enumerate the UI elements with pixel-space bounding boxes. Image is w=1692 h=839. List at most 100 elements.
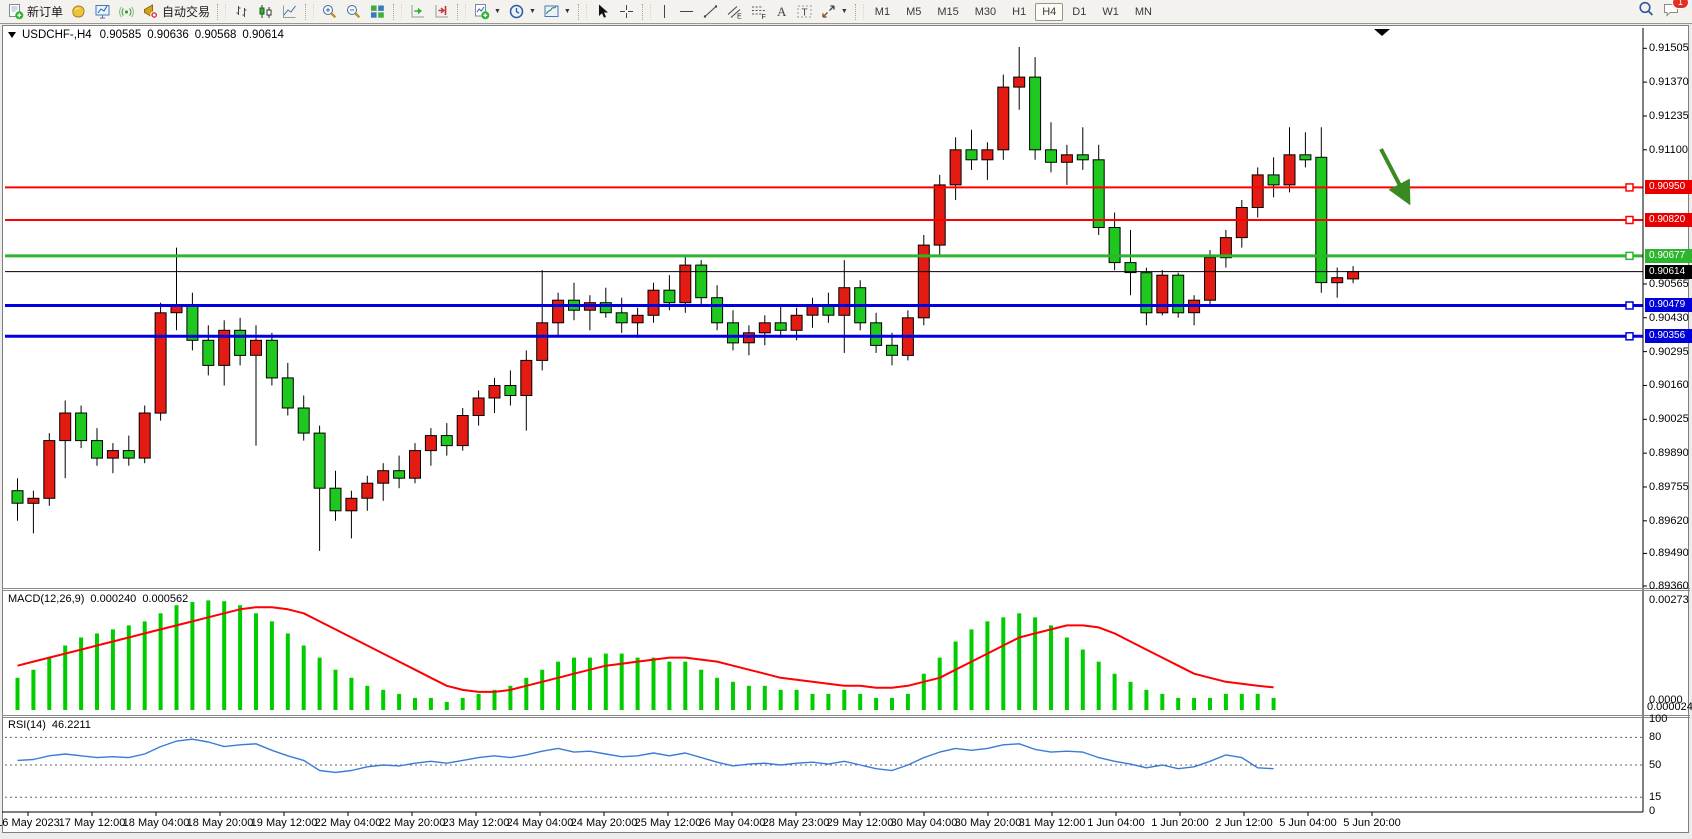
chat-button[interactable]: 1 <box>1662 0 1689 23</box>
svg-text:A: A <box>777 4 787 19</box>
timeframe-M30[interactable]: M30 <box>974 5 997 18</box>
vertical-line-button[interactable] <box>655 1 674 22</box>
horizontal-line-button[interactable] <box>675 1 698 22</box>
new-order-icon <box>7 3 24 20</box>
zoom-out-button[interactable] <box>342 1 365 22</box>
timeframe-M15[interactable]: M15 <box>937 5 959 18</box>
candle-body <box>679 264 692 304</box>
auto-scroll-button[interactable] <box>406 1 429 22</box>
candle-body <box>663 289 676 304</box>
auto-trading-button[interactable]: 自动交易 <box>139 1 213 22</box>
indicators-button[interactable]: ▼ <box>470 1 504 22</box>
chevron-down-icon: ▼ <box>528 8 536 15</box>
macd-bar <box>269 621 274 710</box>
candle-body <box>361 482 374 499</box>
terminal-button[interactable] <box>91 1 114 22</box>
horizontal-line-icon <box>678 3 695 20</box>
candle-body <box>1299 154 1312 161</box>
candle-body <box>886 344 898 356</box>
arrows-button[interactable]: ▼ <box>817 1 851 22</box>
candle-body <box>615 312 628 324</box>
svg-text:F: F <box>761 14 765 20</box>
signal-button[interactable] <box>115 1 138 22</box>
equidistant-channel-icon: E <box>726 3 743 20</box>
candle-body <box>1045 149 1057 163</box>
trendline-button[interactable] <box>699 1 722 22</box>
macd-bar <box>1017 613 1022 710</box>
chart-shift-button[interactable] <box>430 1 453 22</box>
candle-body <box>472 397 485 416</box>
macd-bar <box>794 689 799 710</box>
timeframe-W1[interactable]: W1 <box>1102 5 1119 18</box>
candle-body <box>965 149 978 161</box>
new-order-button[interactable]: 新订单 <box>4 1 66 22</box>
timeframe-H4[interactable]: H4 <box>1035 2 1064 21</box>
candle-body <box>1219 237 1232 259</box>
market-watch-button[interactable] <box>67 1 90 22</box>
macd-bar <box>492 689 497 710</box>
macd-bar <box>667 661 672 710</box>
periods-button[interactable]: ▼ <box>505 1 539 22</box>
candle-body <box>345 497 358 512</box>
candle-body <box>536 322 549 361</box>
search-icon[interactable] <box>1637 0 1656 24</box>
macd-bar <box>174 605 179 710</box>
candle-body <box>1283 154 1296 186</box>
macd-bar <box>1192 697 1197 710</box>
templates-button[interactable]: ▼ <box>540 1 574 22</box>
macd-bar <box>1049 625 1053 710</box>
fibonacci-button[interactable]: F <box>747 1 770 22</box>
candle-body <box>758 322 771 334</box>
macd-bar <box>333 669 338 710</box>
timeframe-M1[interactable]: M1 <box>874 5 891 18</box>
macd-bar <box>715 677 720 710</box>
candlestick-chart-button[interactable] <box>254 1 277 22</box>
toolbar-grip <box>457 3 467 20</box>
macd-signal-line <box>17 606 1274 693</box>
toolbar-grip <box>217 3 227 20</box>
text-label-button[interactable]: T <box>793 1 816 22</box>
macd-bar <box>1208 697 1212 710</box>
macd-bar <box>444 701 449 710</box>
macd-bar <box>79 637 84 710</box>
cursor-button[interactable] <box>591 1 614 22</box>
toolbar-grip <box>393 3 403 20</box>
macd-bar <box>1255 693 1260 710</box>
candle-body <box>981 149 994 161</box>
tile-windows-button[interactable] <box>366 1 389 22</box>
timeframe-H1[interactable]: H1 <box>1012 5 1027 18</box>
zoom-in-button[interactable] <box>318 1 341 22</box>
bar-chart-button[interactable] <box>230 1 253 22</box>
macd-bar <box>651 657 656 710</box>
candle-body <box>870 322 883 346</box>
sell-arrow-annotation[interactable] <box>1379 148 1411 206</box>
candle-body <box>1235 207 1248 239</box>
macd-bar <box>301 645 306 710</box>
macd-bar <box>540 669 545 710</box>
toolbar-grip <box>641 3 651 20</box>
macd-bar <box>476 693 481 710</box>
candle-body <box>1124 262 1137 274</box>
hline-anchor <box>1625 301 1634 310</box>
chevron-down-icon: ▼ <box>563 8 571 15</box>
vertical-line-icon <box>658 3 671 20</box>
timeframe-M5[interactable]: M5 <box>906 5 922 18</box>
candle-body <box>424 435 437 452</box>
candle-body <box>11 490 24 504</box>
hline-anchor <box>1625 215 1634 225</box>
text-button[interactable]: A <box>771 1 792 22</box>
macd-bar <box>1096 661 1101 710</box>
chart-shift-marker[interactable] <box>1374 29 1390 36</box>
tile-windows-icon <box>369 3 386 20</box>
macd-bar <box>1080 649 1085 710</box>
candle-body <box>377 470 390 484</box>
candle-body <box>520 359 533 396</box>
timeframe-MN[interactable]: MN <box>1134 5 1152 18</box>
svg-text:T: T <box>801 8 807 19</box>
timeframe-D1[interactable]: D1 <box>1072 5 1087 18</box>
line-chart-button[interactable] <box>278 1 301 22</box>
crosshair-button[interactable] <box>615 1 638 22</box>
macd-bar <box>778 689 783 710</box>
equidistant-channel-button[interactable]: E <box>723 1 746 22</box>
